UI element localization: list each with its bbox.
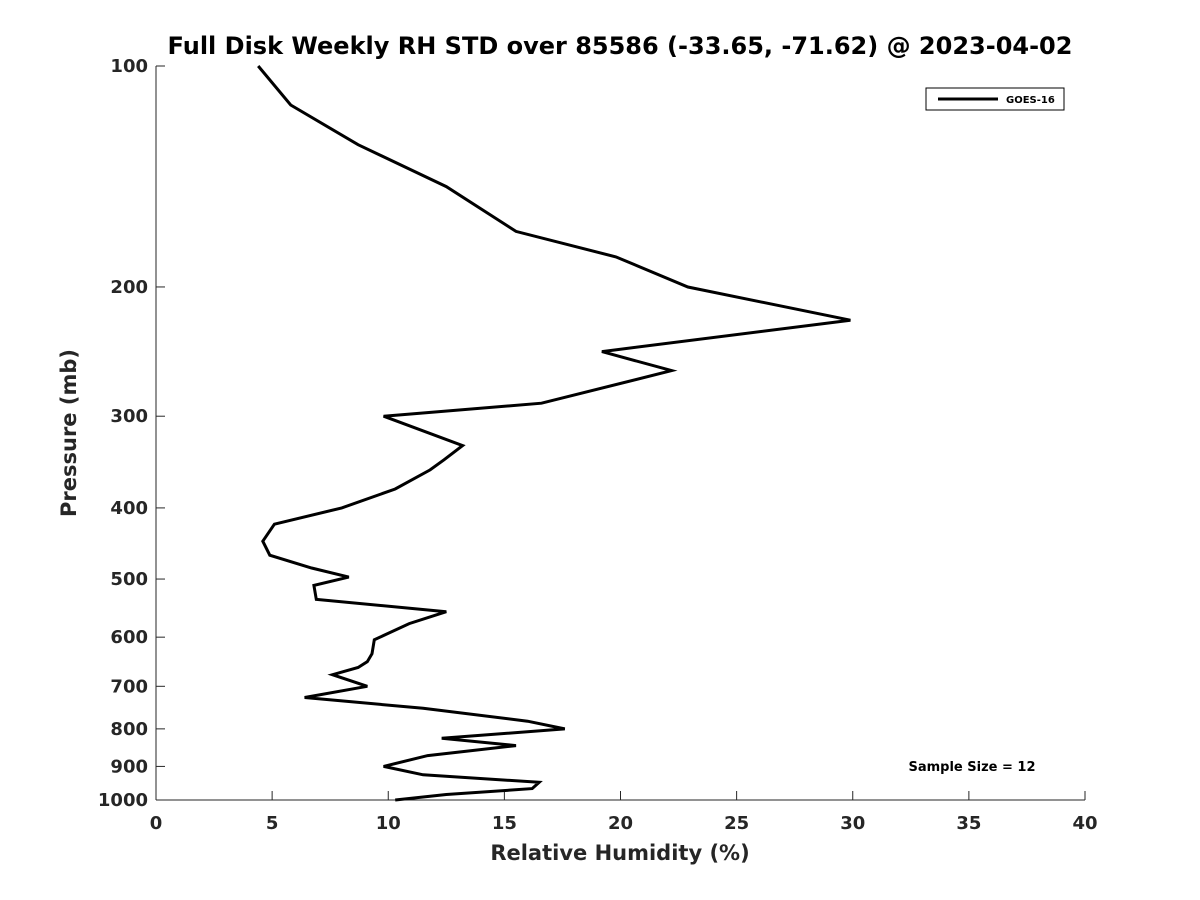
sample-size-annotation: Sample Size = 12 bbox=[908, 760, 1035, 775]
x-axis-ticks: 0 5 10 15 20 25 30 35 40 bbox=[150, 791, 1098, 834]
x-tick-label: 35 bbox=[956, 813, 981, 834]
y-tick-label: 200 bbox=[110, 277, 148, 298]
x-tick-label: 25 bbox=[724, 813, 749, 834]
axes bbox=[155, 66, 1085, 801]
x-tick-label: 20 bbox=[608, 813, 633, 834]
series-lines bbox=[257, 65, 851, 802]
x-axis-label: Relative Humidity (%) bbox=[490, 841, 749, 865]
x-tick-label: 0 bbox=[150, 813, 163, 834]
y-axis-ticks: 100 200 300 400 500 600 700 800 900 1000 bbox=[98, 56, 165, 811]
x-tick-label: 10 bbox=[376, 813, 401, 834]
x-tick-label: 5 bbox=[266, 813, 279, 834]
legend-label-goes-16: GOES-16 bbox=[1006, 95, 1055, 106]
y-tick-label: 600 bbox=[110, 627, 148, 648]
series-line-goes-16 bbox=[257, 65, 851, 802]
y-tick-label: 300 bbox=[110, 406, 148, 427]
y-tick-label: 100 bbox=[110, 56, 148, 77]
y-axis-label: Pressure (mb) bbox=[57, 349, 81, 517]
y-tick-label: 900 bbox=[110, 756, 148, 777]
x-tick-label: 15 bbox=[492, 813, 517, 834]
legend: GOES-16 bbox=[925, 87, 1065, 111]
y-tick-label: 500 bbox=[110, 569, 148, 590]
y-tick-label: 400 bbox=[110, 498, 148, 519]
chart-title: Full Disk Weekly RH STD over 85586 (-33.… bbox=[168, 32, 1073, 60]
x-tick-label: 40 bbox=[1072, 813, 1097, 834]
y-tick-label: 1000 bbox=[98, 790, 148, 811]
y-tick-label: 800 bbox=[110, 719, 148, 740]
y-tick-label: 700 bbox=[110, 676, 148, 697]
x-tick-label: 30 bbox=[840, 813, 865, 834]
